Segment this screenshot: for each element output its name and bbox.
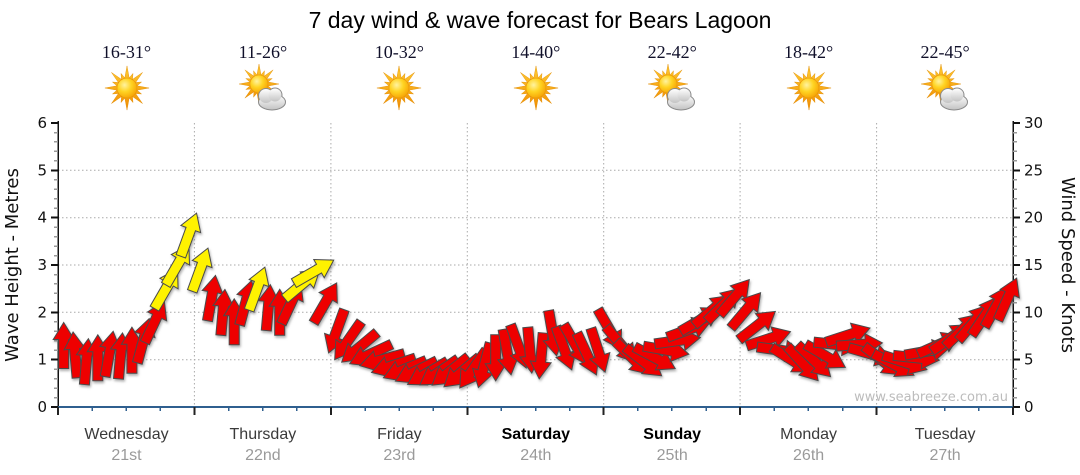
sun-cloud-icon — [648, 64, 696, 111]
wind-arrow — [992, 277, 1020, 323]
right-tick-label: 5 — [1024, 351, 1034, 369]
page-title: 7 day wind & wave forecast for Bears Lag… — [308, 7, 772, 33]
day-footer-tuesday: Tuesday 27th — [877, 424, 1014, 466]
wind-arrow — [186, 247, 213, 294]
right-tick-label: 25 — [1024, 161, 1043, 179]
day-header-monday: 18-42° — [740, 42, 877, 112]
left-tick-label: 0 — [37, 398, 47, 416]
left-axis — [51, 121, 59, 408]
day-name: Thursday — [229, 426, 297, 443]
wind-arrow — [308, 282, 338, 327]
temperature-range: 10-32° — [374, 42, 424, 62]
day-name: Monday — [780, 426, 838, 443]
right-tick-label: 30 — [1024, 114, 1043, 132]
day-footer-monday: Monday 26th — [740, 424, 877, 466]
temperature-range: 22-42° — [647, 42, 697, 62]
wind-arrow — [726, 292, 762, 332]
day-header-wednesday: 16-31° — [58, 42, 195, 112]
temperature-range: 14-40° — [511, 42, 561, 62]
right-tick-label: 20 — [1024, 209, 1043, 227]
cloud-icon — [257, 87, 286, 111]
wind-arrows — [52, 212, 1020, 389]
sun-cloud-icon — [921, 64, 969, 111]
day-date: 27th — [929, 447, 961, 464]
cloud-icon — [667, 87, 696, 111]
wind-arrow — [290, 258, 335, 289]
day-date: 24th — [520, 447, 552, 464]
left-axis-title: Wave Height - Metres — [2, 168, 23, 362]
cloud-icon — [940, 87, 969, 111]
wind-arrow — [735, 310, 777, 345]
day-name: Wednesday — [84, 426, 169, 443]
sun-icon — [104, 65, 149, 111]
left-tick-label: 1 — [37, 351, 47, 369]
wind-arrow — [175, 212, 202, 259]
day-date: 23rd — [383, 447, 416, 464]
day-header-saturday: 14-40° — [467, 42, 604, 112]
day-footer-saturday: Saturday 24th — [467, 424, 604, 466]
day-footer-thursday: Thursday 22nd — [194, 424, 331, 466]
left-tick-label: 4 — [37, 209, 47, 227]
wind-arrow — [243, 266, 270, 313]
day-date: 21st — [111, 447, 142, 464]
wind-arrow — [139, 300, 168, 346]
left-tick-label: 6 — [37, 114, 47, 132]
watermark: www.seabreeze.com.au — [854, 390, 1008, 405]
sun-icon — [513, 65, 558, 111]
day-name: Tuesday — [914, 426, 976, 443]
day-header-sunday: 22-42° — [604, 42, 741, 112]
day-footer-wednesday: Wednesday 21st — [58, 424, 195, 466]
right-tick-label: 10 — [1024, 303, 1043, 321]
sun-icon — [786, 65, 831, 111]
day-header-friday: 10-32° — [331, 42, 468, 112]
day-header-thursday: 11-26° — [194, 42, 331, 112]
day-date: 25th — [656, 447, 688, 464]
temperature-range: 11-26° — [238, 42, 288, 62]
day-date: 22nd — [245, 447, 281, 464]
day-footer-sunday: Sunday 25th — [604, 424, 741, 466]
sun-icon — [377, 65, 422, 111]
right-axis — [1012, 121, 1020, 408]
day-name: Saturday — [501, 426, 571, 443]
temperature-range: 16-31° — [101, 42, 152, 62]
wind-arrow — [149, 267, 179, 312]
day-footer-friday: Friday 23rd — [331, 424, 468, 466]
right-tick-label: 15 — [1024, 256, 1043, 274]
left-tick-label: 3 — [37, 256, 47, 274]
sun-cloud-icon — [238, 64, 286, 111]
wind-arrow — [585, 326, 611, 373]
left-tick-label: 5 — [37, 161, 47, 179]
x-axis — [57, 406, 1014, 415]
day-date: 26th — [793, 447, 825, 464]
temperature-range: 22-45° — [920, 42, 970, 62]
right-tick-label: 0 — [1024, 398, 1034, 416]
day-name: Sunday — [643, 426, 702, 443]
day-header-tuesday: 22-45° — [877, 42, 1014, 112]
temperature-range: 18-42° — [783, 42, 834, 62]
right-axis-title: Wind Speed - Knots — [1057, 177, 1078, 353]
day-name: Friday — [377, 426, 422, 443]
left-tick-label: 2 — [37, 303, 47, 321]
